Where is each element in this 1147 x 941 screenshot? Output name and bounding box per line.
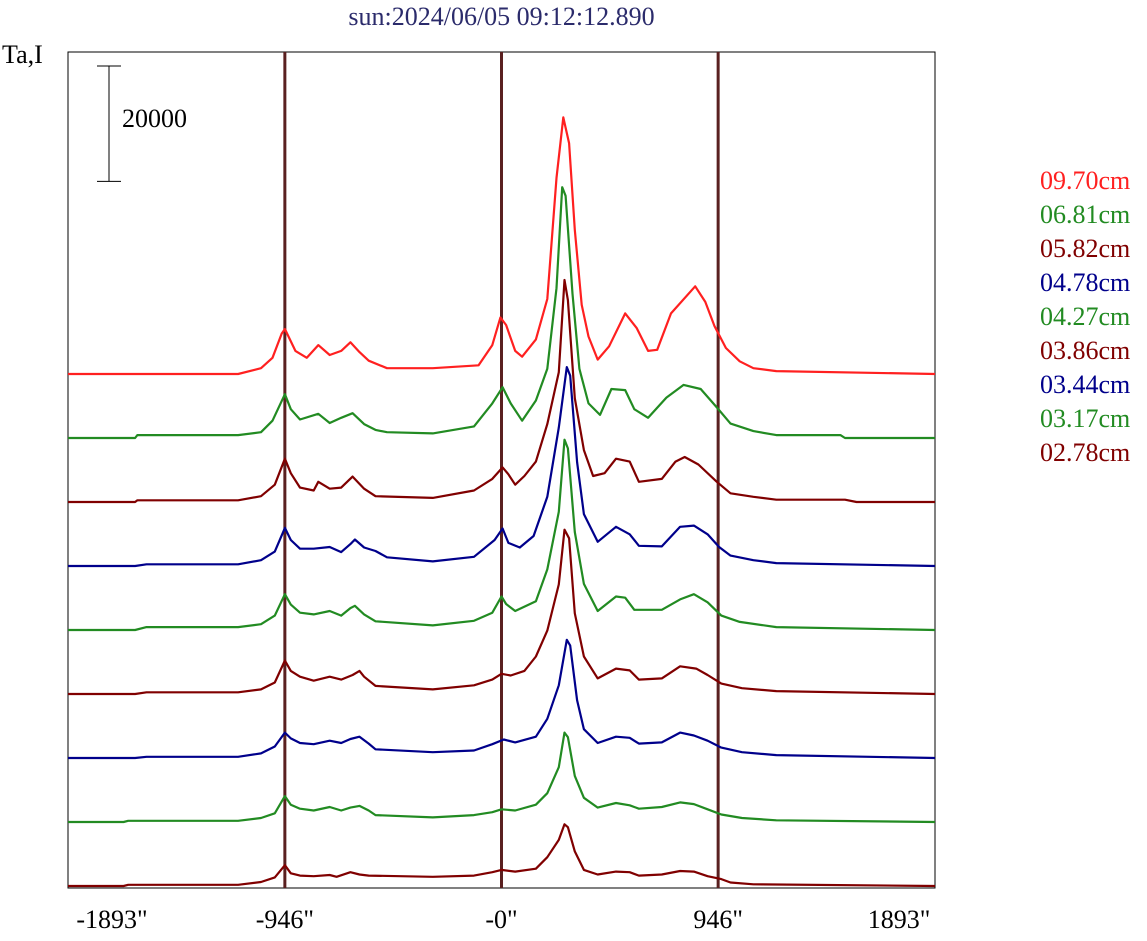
legend-entry: 02.78cm [1040, 438, 1131, 467]
series-line-04.27cm [68, 438, 936, 632]
scale-bar-label: 20000 [122, 104, 187, 133]
legend: 09.70cm 06.81cm 05.82cm 04.78cm 04.27cm 03.86… [1040, 164, 1130, 470]
legend-entry: 05.82cm [1040, 234, 1131, 263]
x-tick-label: 1893" [867, 905, 931, 934]
series-line-05.82cm [68, 278, 935, 504]
series-line-04.78cm [68, 366, 936, 568]
x-tick-label: -946" [255, 905, 314, 934]
series-line-03.86cm [68, 528, 936, 696]
chart-title: sun:2024/06/05 09:12:12.890 [348, 2, 655, 31]
series-line-03.17cm [68, 731, 936, 824]
series-line-03.44cm [68, 638, 936, 760]
x-tick-label: -0" [485, 905, 518, 934]
legend-entry: 09.70cm [1040, 166, 1131, 195]
legend-entry: 03.44cm [1040, 370, 1131, 399]
series-line-06.81cm [68, 186, 935, 440]
x-tick-label: -1893" [76, 905, 148, 934]
series-line-09.70cm [68, 116, 936, 376]
y-axis-label: Ta,I [2, 40, 43, 69]
legend-entry: 04.27cm [1040, 302, 1131, 331]
legend-entry: 04.78cm [1040, 268, 1131, 297]
series-line-02.78cm [68, 823, 936, 888]
x-tick-label: 946" [693, 905, 743, 934]
legend-entry: 03.17cm [1040, 404, 1131, 433]
legend-entry: 06.81cm [1040, 200, 1131, 229]
legend-entry: 03.86cm [1040, 336, 1131, 365]
